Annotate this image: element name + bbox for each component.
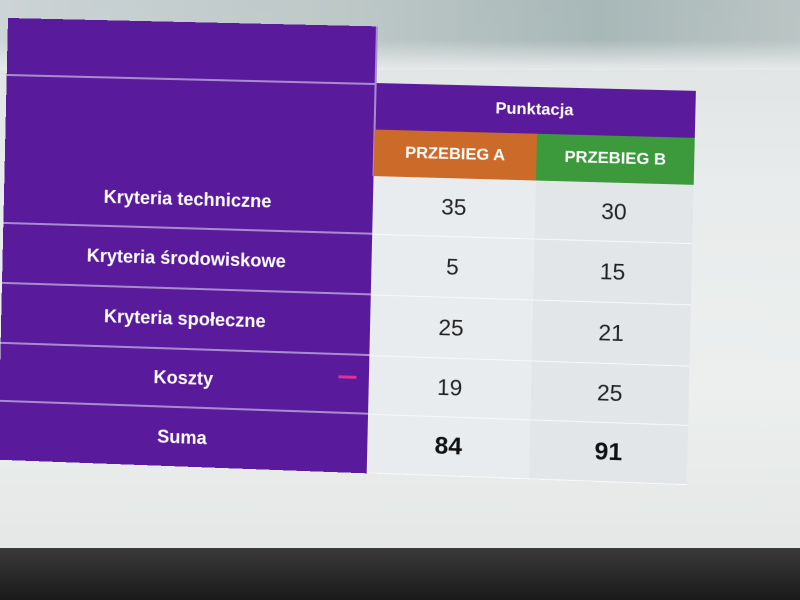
value-a-text: 35 bbox=[441, 194, 467, 221]
column-header-b-label: PRZEBIEG B bbox=[564, 149, 666, 170]
value-b-text: 30 bbox=[601, 198, 627, 225]
column-header-a-label: PRZEBIEG A bbox=[405, 145, 505, 166]
value-a-text: 25 bbox=[438, 314, 464, 341]
score-header: Punktacja bbox=[375, 83, 696, 138]
sum-b: 91 bbox=[529, 420, 688, 485]
laser-mark bbox=[338, 375, 356, 379]
value-a: 19 bbox=[368, 356, 532, 420]
value-b: 30 bbox=[535, 181, 694, 245]
column-header-b: PRZEBIEG B bbox=[536, 134, 695, 185]
sum-a-text: 84 bbox=[434, 432, 462, 461]
row-label-text: Kryteria środowiskowe bbox=[87, 245, 287, 272]
row-label-text: Suma bbox=[157, 426, 207, 449]
value-b: 25 bbox=[530, 361, 689, 425]
row-label-text: Koszty bbox=[153, 367, 213, 390]
value-a: 5 bbox=[371, 235, 535, 301]
value-b-text: 21 bbox=[598, 319, 624, 346]
row-label: Kryteria techniczne bbox=[3, 166, 373, 235]
sum-a: 84 bbox=[367, 415, 531, 480]
value-a: 35 bbox=[372, 176, 536, 239]
value-b-text: 25 bbox=[597, 379, 623, 406]
value-a-text: 19 bbox=[437, 374, 463, 401]
score-header-label: Punktacja bbox=[495, 100, 574, 120]
value-a-text: 5 bbox=[446, 254, 459, 281]
screen-bottom-edge bbox=[0, 548, 800, 600]
row-label-text: Kryteria społeczne bbox=[104, 306, 266, 332]
value-b-text: 15 bbox=[600, 258, 626, 285]
value-a: 25 bbox=[369, 295, 533, 361]
value-b: 21 bbox=[532, 300, 691, 366]
sum-b-text: 91 bbox=[594, 437, 622, 467]
corner-cell bbox=[5, 18, 377, 176]
score-table: Punktacja PRZEBIEG A PRZEBIEG B Kryteria… bbox=[0, 18, 702, 483]
value-b: 15 bbox=[533, 239, 692, 305]
row-label-text: Kryteria techniczne bbox=[103, 186, 271, 212]
column-header-a: PRZEBIEG A bbox=[374, 130, 537, 181]
